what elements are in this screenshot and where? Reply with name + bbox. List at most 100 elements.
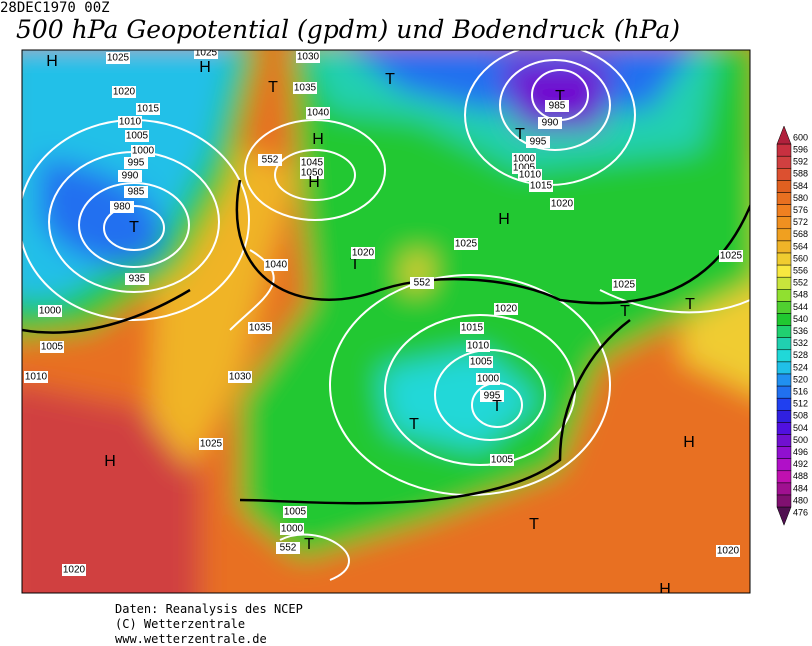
label-bg [110,201,134,213]
colorbar-label: 512 [793,399,808,409]
colorbar-label: 596 [793,145,808,155]
label-bg [118,116,142,128]
isobar-label: 1030 [297,52,320,63]
label-bg [125,273,149,285]
isobar-label: 1045 [301,158,324,169]
label-bg [106,52,130,64]
label-bg [136,103,160,115]
pressure-center: T [685,296,695,313]
colorbar-swatch [776,482,792,496]
colorbar-label: 552 [793,278,808,288]
isobar-label: 1005 [513,163,536,174]
label-bg [454,238,478,250]
label-bg [466,340,490,352]
colorbar-label: 492 [793,459,808,469]
colorbar-label: 560 [793,253,808,263]
label-bg [300,157,324,169]
label-bg [476,373,500,385]
isobar-label: 1000 [132,146,155,157]
isobar-label: 1025 [613,280,636,291]
label-bg [410,277,434,289]
isobar-label: 1020 [113,87,136,98]
map-frame [21,49,751,594]
colorbar-swatch [776,494,792,508]
colorbar-swatch [776,506,792,526]
isobar-label: 985 [128,187,145,198]
isobar-label: 1015 [461,323,484,334]
colorbar-label: 488 [793,471,808,481]
label-bg [24,371,48,383]
pressure-center: H [312,131,324,148]
colorbar-swatch [776,301,792,314]
pressure-center: T [268,79,278,96]
colorbar-label: 580 [793,193,808,203]
isobar-label: 1010 [25,372,48,383]
isobar-label: 1010 [467,341,490,352]
colorbar-swatch [776,434,792,447]
pressure-center: T [555,88,565,105]
colorbar-label: 572 [793,217,808,227]
pressure-center: H [659,581,671,598]
pressure-center: H [498,211,510,228]
colorbar-label: 544 [793,302,808,312]
colorbar-label: 548 [793,290,808,300]
label-bg [194,50,218,59]
colorbar-label: 588 [793,169,808,179]
isobar-label: 1035 [294,83,317,94]
label-bg [276,542,300,554]
isobar-label: 1040 [265,260,288,271]
isobar-label: 995 [484,391,501,402]
colorbar-label: 508 [793,411,808,421]
colorbar-swatch [776,192,792,205]
date: 28DEC1970 00Z [0,0,110,16]
pressure-center: T [492,398,502,415]
colorbar-swatch [776,470,792,484]
isobar-label: 1040 [307,108,330,119]
colorbar-label: 480 [793,495,808,505]
label-bg [296,51,320,63]
colorbar-swatch [776,155,792,169]
isobar-label: 1025 [200,439,223,450]
label-bg [258,154,282,166]
label-bg [293,82,317,94]
isobar-label: 552 [280,543,297,554]
pressure-center: H [104,453,116,470]
label-bg [228,371,252,383]
isobar-label: 1015 [137,104,160,115]
colorbar-swatch [776,325,792,338]
isobar-label: 990 [122,171,139,182]
footer-line: www.wetterzentrale.de [115,632,267,646]
footer-line: (C) Wetterzentrale [115,617,245,631]
isobar-label: 995 [530,137,547,148]
colorbar-swatch [776,349,792,363]
colorbar-swatch [776,313,792,326]
colorbar-label: 504 [793,423,808,433]
label-bg [283,506,307,518]
colorbar-swatch [776,228,792,242]
isobar-label: 1025 [195,48,218,59]
isobar-label: 990 [542,118,559,129]
isobar-label: 1050 [301,168,324,179]
label-bg [62,564,86,576]
label-bg [460,322,484,334]
isobar-label: 980 [114,202,131,213]
isobar-label: 1005 [284,507,307,518]
label-bg [124,186,148,198]
label-bg [125,130,149,142]
isobar-label: 1015 [530,181,553,192]
label-bg [494,303,518,315]
label-bg [612,279,636,291]
colorbar-label: 576 [793,205,808,215]
colorbar-label: 584 [793,181,808,191]
footer-line: Daten: Reanalysis des NCEP [115,602,303,616]
pressure-center: H [683,434,695,451]
label-bg [351,247,375,259]
pressure-center: T [385,71,395,88]
label-bg [719,250,743,262]
colorbar-label: 556 [793,266,808,276]
colorbar-swatch [776,361,792,375]
colorbar-label: 524 [793,362,808,372]
isobar-label: 1025 [455,239,478,250]
colorbar-label: 516 [793,387,808,397]
